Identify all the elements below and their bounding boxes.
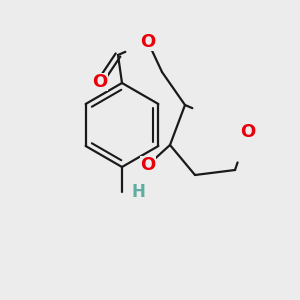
- Text: O: O: [140, 156, 156, 174]
- Text: O: O: [92, 73, 108, 91]
- Text: O: O: [140, 33, 156, 51]
- Text: H: H: [131, 183, 145, 201]
- Text: O: O: [240, 123, 256, 141]
